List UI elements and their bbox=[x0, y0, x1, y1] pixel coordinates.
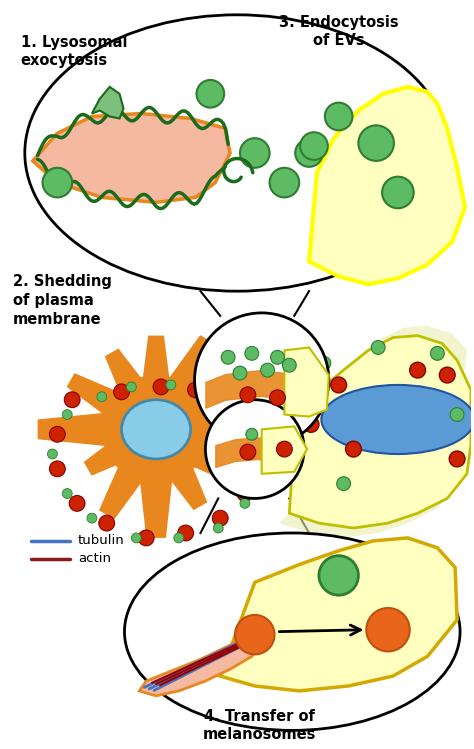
Polygon shape bbox=[220, 538, 457, 691]
Circle shape bbox=[240, 498, 250, 509]
Ellipse shape bbox=[321, 385, 474, 454]
Circle shape bbox=[43, 168, 72, 198]
Circle shape bbox=[233, 366, 247, 380]
Circle shape bbox=[325, 103, 353, 130]
Text: 3. Endocytosis
of EVs: 3. Endocytosis of EVs bbox=[279, 15, 399, 49]
Text: 2. Shedding
of plasma
membrane: 2. Shedding of plasma membrane bbox=[13, 274, 112, 327]
Circle shape bbox=[250, 429, 260, 439]
Polygon shape bbox=[139, 627, 264, 696]
Circle shape bbox=[131, 533, 141, 543]
Circle shape bbox=[178, 525, 193, 541]
Circle shape bbox=[62, 488, 72, 498]
Polygon shape bbox=[262, 426, 307, 474]
Circle shape bbox=[138, 530, 154, 546]
Polygon shape bbox=[134, 429, 178, 538]
Circle shape bbox=[319, 556, 358, 595]
Polygon shape bbox=[139, 419, 207, 510]
Circle shape bbox=[49, 426, 65, 442]
Circle shape bbox=[194, 313, 329, 447]
Circle shape bbox=[174, 533, 184, 543]
Circle shape bbox=[153, 379, 169, 395]
Circle shape bbox=[247, 451, 263, 467]
Circle shape bbox=[242, 416, 258, 432]
Polygon shape bbox=[105, 348, 173, 439]
Polygon shape bbox=[137, 336, 176, 429]
Polygon shape bbox=[139, 335, 216, 439]
Polygon shape bbox=[146, 374, 242, 446]
Circle shape bbox=[245, 347, 259, 360]
Circle shape bbox=[240, 444, 256, 460]
Circle shape bbox=[317, 357, 331, 370]
Circle shape bbox=[188, 382, 203, 398]
Polygon shape bbox=[67, 373, 166, 446]
Ellipse shape bbox=[125, 533, 460, 730]
Circle shape bbox=[114, 384, 129, 400]
Circle shape bbox=[300, 133, 328, 160]
Text: tubulin: tubulin bbox=[78, 534, 125, 548]
Circle shape bbox=[276, 441, 292, 457]
Circle shape bbox=[87, 513, 97, 523]
Polygon shape bbox=[284, 348, 329, 416]
Circle shape bbox=[47, 449, 57, 459]
Circle shape bbox=[295, 139, 323, 167]
Circle shape bbox=[430, 347, 444, 360]
Circle shape bbox=[213, 523, 223, 533]
Circle shape bbox=[97, 392, 107, 401]
Circle shape bbox=[449, 451, 465, 467]
Circle shape bbox=[212, 510, 228, 526]
Circle shape bbox=[237, 485, 253, 501]
Circle shape bbox=[166, 380, 176, 390]
Circle shape bbox=[331, 377, 346, 392]
Circle shape bbox=[69, 496, 85, 512]
Circle shape bbox=[271, 351, 284, 364]
Ellipse shape bbox=[121, 400, 191, 459]
Circle shape bbox=[450, 407, 464, 422]
Circle shape bbox=[366, 608, 410, 652]
Polygon shape bbox=[99, 419, 173, 519]
Circle shape bbox=[439, 367, 455, 383]
Circle shape bbox=[346, 441, 361, 457]
Circle shape bbox=[270, 168, 299, 198]
Circle shape bbox=[221, 351, 235, 364]
Circle shape bbox=[303, 416, 319, 432]
Circle shape bbox=[283, 358, 296, 372]
Circle shape bbox=[371, 341, 385, 354]
Circle shape bbox=[337, 476, 350, 491]
Polygon shape bbox=[280, 326, 467, 538]
Circle shape bbox=[217, 392, 233, 407]
Circle shape bbox=[102, 375, 210, 484]
Polygon shape bbox=[156, 407, 264, 451]
Circle shape bbox=[233, 400, 243, 410]
Circle shape bbox=[358, 125, 394, 161]
Circle shape bbox=[197, 80, 224, 108]
Circle shape bbox=[62, 410, 72, 419]
Polygon shape bbox=[289, 336, 471, 528]
Circle shape bbox=[240, 387, 256, 403]
Polygon shape bbox=[92, 87, 124, 118]
Polygon shape bbox=[37, 407, 156, 451]
Circle shape bbox=[64, 392, 80, 407]
Circle shape bbox=[261, 363, 274, 377]
Circle shape bbox=[253, 464, 263, 474]
Circle shape bbox=[270, 390, 285, 406]
Circle shape bbox=[410, 363, 426, 378]
Ellipse shape bbox=[25, 15, 449, 291]
Circle shape bbox=[205, 387, 215, 397]
Polygon shape bbox=[33, 114, 230, 202]
Text: 1. Lysosomal
exocytosis: 1. Lysosomal exocytosis bbox=[21, 34, 128, 68]
Polygon shape bbox=[146, 412, 242, 484]
Circle shape bbox=[382, 177, 414, 208]
Polygon shape bbox=[84, 414, 165, 476]
Circle shape bbox=[240, 138, 270, 168]
Circle shape bbox=[99, 515, 115, 531]
Polygon shape bbox=[309, 87, 465, 285]
Circle shape bbox=[205, 400, 304, 498]
Circle shape bbox=[49, 461, 65, 476]
Circle shape bbox=[235, 615, 274, 655]
Text: 4. Transfer of
melanosomes: 4. Transfer of melanosomes bbox=[203, 709, 316, 742]
Circle shape bbox=[127, 382, 137, 392]
Text: actin: actin bbox=[78, 552, 111, 565]
Circle shape bbox=[246, 428, 258, 440]
